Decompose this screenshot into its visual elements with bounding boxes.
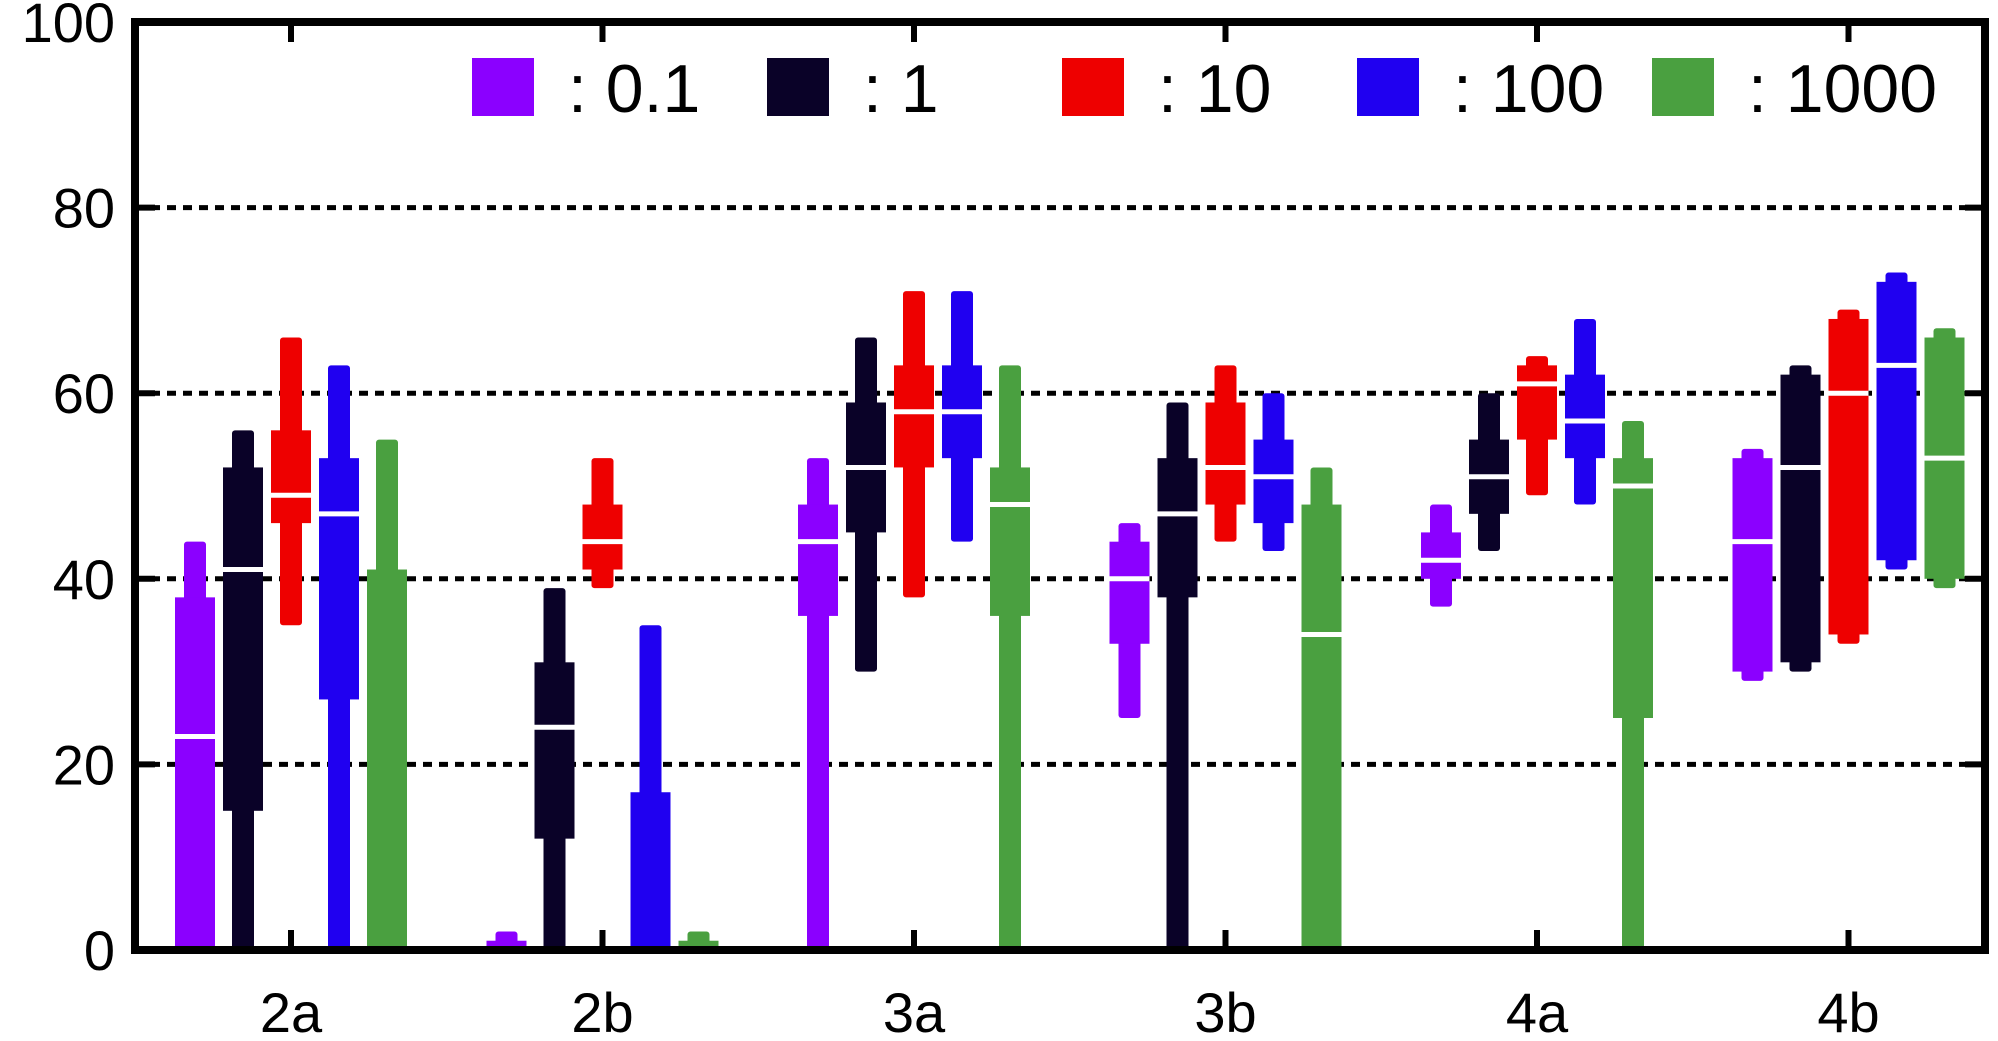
x-tick-label: 4a [1506,981,1569,1041]
y-tick-label: 40 [53,548,115,611]
box-body [1158,458,1198,597]
plot-frame [135,22,1985,950]
box-whisker [999,365,1021,950]
box-body [1206,402,1246,504]
legend-item: : 10 [1062,51,1271,127]
box-body [1254,440,1294,524]
legend-label: : 10 [1158,51,1271,127]
box-body [1110,542,1150,644]
y-tick-label: 20 [53,733,115,796]
y-tick-label: 0 [84,919,115,982]
box-body [319,458,359,699]
box-body [223,467,263,810]
x-tick-label: 3a [883,981,946,1041]
series-group [175,449,1773,950]
box-body [1829,319,1869,635]
series-group [367,328,1965,950]
box-body [583,505,623,570]
box-body [1302,505,1342,950]
legend-label: : 0.1 [568,51,700,127]
box-body [175,597,215,950]
box-body [535,662,575,838]
box-body [1781,375,1821,663]
box-body [1421,532,1461,578]
box-body [798,505,838,616]
legend-item: : 100 [1357,51,1604,127]
legend-swatch [472,58,534,116]
box-body [990,467,1030,615]
box-body [1733,458,1773,671]
legend-item: : 0.1 [472,51,700,127]
legend-swatch [1357,58,1419,116]
box-body [1613,458,1653,718]
grid-lines [135,208,1985,765]
y-tick-label: 100 [22,0,115,54]
legend-label: : 1 [863,51,939,127]
box-body [894,365,934,467]
y-tick-label: 80 [53,177,115,240]
legend: : 0.1 : 1 : 10 : 100 : 1000 [472,51,1937,127]
legend-label: : 100 [1453,51,1604,127]
box-body [271,430,311,523]
legend-swatch [767,58,829,116]
box-body [1565,375,1605,459]
y-tick-label: 60 [53,362,115,425]
legend-item: : 1000 [1652,51,1937,127]
x-tick-label: 4b [1817,981,1879,1041]
legend-label: : 1000 [1748,51,1937,127]
box-groups [175,273,1965,950]
x-tick-label: 2a [260,981,323,1041]
box-body [1877,282,1917,560]
x-tick-label: 2b [571,981,633,1041]
box-body [1517,365,1557,439]
legend-swatch [1652,58,1714,116]
box-body [631,792,671,950]
x-tick-label: 3b [1194,981,1256,1041]
legend-item: : 1 [767,51,939,127]
legend-swatch [1062,58,1124,116]
box-body [367,570,407,950]
